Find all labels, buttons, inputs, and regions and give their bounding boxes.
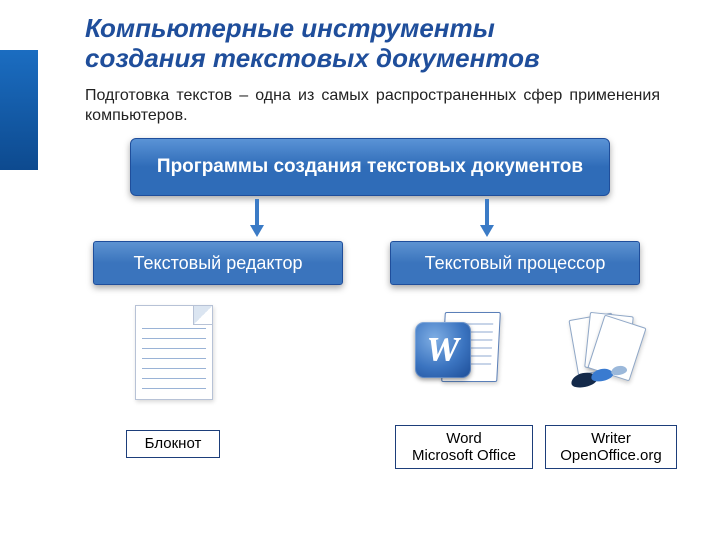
notepad-icon <box>135 305 213 400</box>
arrow-down-icon <box>250 199 264 239</box>
diagram-node-label: Текстовый процессор <box>425 253 606 274</box>
side-stripe <box>0 50 38 170</box>
caption-writer: Writer OpenOffice.org <box>545 425 677 469</box>
diagram-node-text-editor: Текстовый редактор <box>93 241 343 285</box>
diagram-root-label: Программы создания текстовых документов <box>157 156 583 179</box>
caption-text: Writer OpenOffice.org <box>560 430 661 465</box>
openoffice-icon <box>565 308 650 393</box>
title-line-1: Компьютерные инструменты <box>85 13 495 43</box>
page-title: Компьютерные инструменты создания тексто… <box>85 14 645 74</box>
word-badge-letter: W <box>415 322 471 378</box>
title-line-2: создания текстовых документов <box>85 43 540 73</box>
caption-notepad: Блокнот <box>126 430 220 458</box>
intro-text: Подготовка текстов – одна из самых распр… <box>85 86 660 126</box>
diagram-node-label: Текстовый редактор <box>134 253 303 274</box>
arrow-down-icon <box>480 199 494 239</box>
caption-text: Блокнот <box>145 435 202 452</box>
diagram-root-box: Программы создания текстовых документов <box>130 138 610 196</box>
ms-word-icon: W <box>415 308 505 393</box>
caption-word: Word Microsoft Office <box>395 425 533 469</box>
diagram-node-text-processor: Текстовый процессор <box>390 241 640 285</box>
caption-text: Word Microsoft Office <box>412 430 516 465</box>
